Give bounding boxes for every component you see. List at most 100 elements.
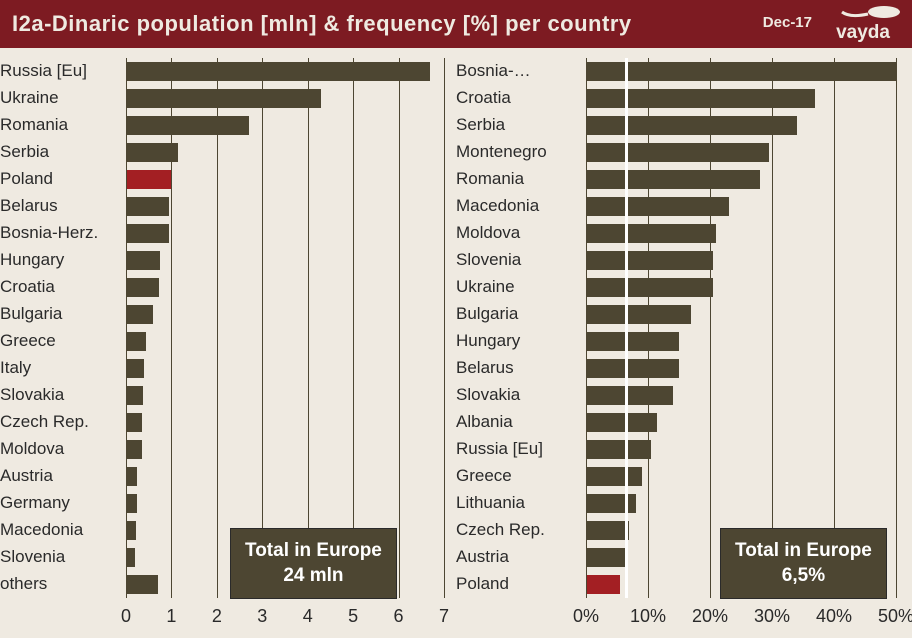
left-plot-area	[126, 58, 444, 598]
bar-fill	[126, 359, 144, 378]
y-axis-label: others	[0, 574, 118, 594]
y-axis-label: Ukraine	[456, 277, 578, 297]
right-total-line1: Total in Europe	[735, 539, 872, 564]
bar-fill	[586, 251, 713, 270]
bar	[586, 305, 691, 324]
bar-fill	[586, 305, 691, 324]
bar-fill	[586, 278, 713, 297]
bar	[586, 575, 620, 594]
y-axis-label: Bulgaria	[0, 304, 118, 324]
bar	[586, 332, 679, 351]
bar	[126, 116, 249, 135]
grid-line	[217, 58, 218, 598]
grid-line	[648, 58, 649, 598]
x-axis-label: 50%	[878, 606, 912, 627]
bar-fill	[126, 116, 249, 135]
y-axis-label: Russia [Eu]	[0, 61, 118, 81]
header: I2a-Dinaric population [mln] & frequency…	[0, 0, 912, 48]
bar-fill	[126, 440, 142, 459]
bar	[126, 143, 178, 162]
bar	[126, 575, 158, 594]
x-axis-label: 30%	[754, 606, 790, 627]
bar-fill	[586, 89, 815, 108]
grid-line	[262, 58, 263, 598]
bar-fill	[126, 251, 160, 270]
bar	[586, 197, 729, 216]
bar-fill	[126, 521, 136, 540]
y-axis-label: Hungary	[456, 331, 578, 351]
y-axis-label: Moldova	[0, 439, 118, 459]
bar-fill	[586, 116, 797, 135]
grid-line	[353, 58, 354, 598]
y-axis-label: Germany	[0, 493, 118, 513]
bar-fill	[126, 143, 178, 162]
grid-line	[444, 58, 445, 598]
y-axis-label: Belarus	[456, 358, 578, 378]
grid-line	[834, 58, 835, 598]
bar-fill	[586, 197, 729, 216]
bar	[586, 170, 760, 189]
y-axis-label: Greece	[456, 466, 578, 486]
bar	[586, 413, 657, 432]
x-axis-label: 40%	[816, 606, 852, 627]
bar-fill	[126, 386, 143, 405]
y-axis-label: Croatia	[0, 277, 118, 297]
y-axis-label: Greece	[0, 331, 118, 351]
left-total-line1: Total in Europe	[245, 539, 382, 564]
bar	[126, 170, 171, 189]
grid-line	[399, 58, 400, 598]
y-axis-label: Serbia	[0, 142, 118, 162]
bar	[126, 548, 135, 567]
bar	[126, 278, 159, 297]
bar-fill	[126, 89, 321, 108]
y-axis-label: Hungary	[0, 250, 118, 270]
bar	[586, 548, 626, 567]
grid-line	[126, 58, 127, 598]
grid-line	[171, 58, 172, 598]
y-axis-label: Poland	[456, 574, 578, 594]
y-axis-label: Slovenia	[456, 250, 578, 270]
population-chart: Russia [Eu]UkraineRomaniaSerbiaPolandBel…	[0, 48, 456, 638]
bar	[586, 278, 713, 297]
bar-fill	[126, 548, 135, 567]
y-axis-label: Bulgaria	[456, 304, 578, 324]
bar-fill	[126, 170, 171, 189]
bar	[586, 467, 642, 486]
bar	[126, 224, 169, 243]
bar-fill	[586, 170, 760, 189]
right-bars	[586, 58, 896, 598]
bar	[586, 386, 673, 405]
y-axis-label: Serbia	[456, 115, 578, 135]
bar	[126, 359, 144, 378]
right-total-box: Total in Europe 6,5%	[720, 528, 887, 599]
bar	[586, 521, 629, 540]
bar-fill	[586, 575, 620, 594]
bar	[126, 386, 143, 405]
x-axis-label: 6	[394, 606, 404, 627]
bar	[126, 467, 137, 486]
chart-title: I2a-Dinaric population [mln] & frequency…	[12, 11, 632, 37]
grid-line	[772, 58, 773, 598]
bar	[126, 440, 142, 459]
bar-fill	[586, 224, 716, 243]
bar	[586, 143, 769, 162]
y-axis-label: Croatia	[456, 88, 578, 108]
bar-fill	[126, 224, 169, 243]
right-total-line2: 6,5%	[735, 564, 872, 589]
bar	[126, 305, 153, 324]
x-axis-label: 7	[439, 606, 449, 627]
y-axis-label: Slovenia	[0, 547, 118, 567]
bar-fill	[126, 305, 153, 324]
y-axis-label: Belarus	[0, 196, 118, 216]
left-total-line2: 24 mln	[245, 564, 382, 589]
grid-line	[308, 58, 309, 598]
bar-fill	[586, 413, 657, 432]
left-total-box: Total in Europe 24 mln	[230, 528, 397, 599]
bar-fill	[586, 62, 896, 81]
y-axis-label: Romania	[0, 115, 118, 135]
x-axis-label: 10%	[630, 606, 666, 627]
logo: vayda	[820, 4, 906, 49]
bar	[126, 332, 146, 351]
y-axis-label: Ukraine	[0, 88, 118, 108]
frequency-chart: Bosnia-…CroatiaSerbiaMontenegroRomaniaMa…	[456, 48, 912, 638]
